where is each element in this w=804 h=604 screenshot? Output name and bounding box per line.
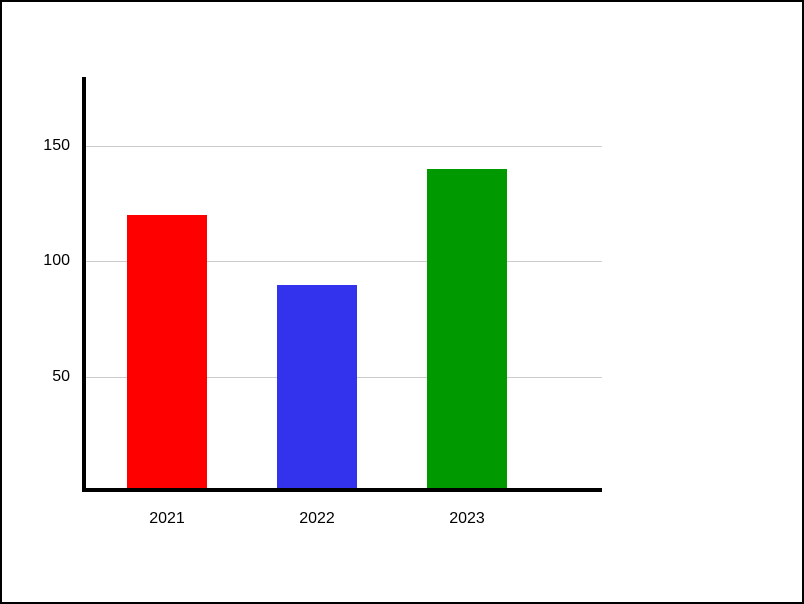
chart-container: 50 100 150 2021 2022 2023 — [0, 0, 804, 604]
x-tick-label: 2021 — [149, 492, 185, 528]
x-tick-label: 2023 — [449, 492, 485, 528]
y-tick-label: 100 — [43, 252, 82, 270]
bar — [127, 215, 207, 488]
bar — [427, 169, 507, 488]
y-tick-label: 150 — [43, 137, 82, 155]
y-axis — [82, 77, 86, 492]
x-tick-label: 2022 — [299, 492, 335, 528]
bar — [277, 285, 357, 489]
plot-area: 50100150 202120222023 — [82, 77, 602, 492]
gridline — [82, 146, 602, 147]
y-tick-label: 50 — [52, 368, 82, 386]
